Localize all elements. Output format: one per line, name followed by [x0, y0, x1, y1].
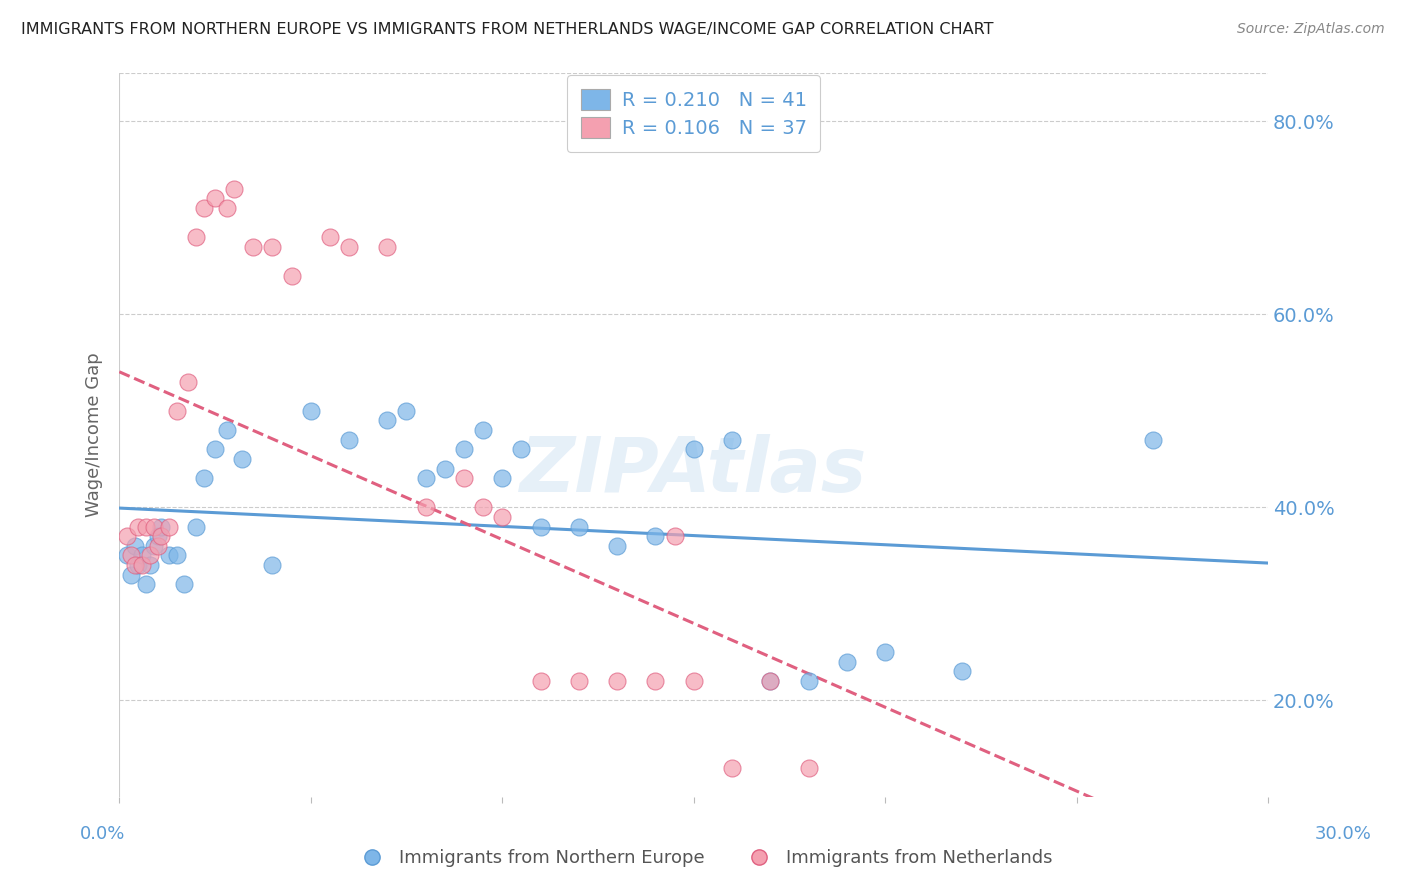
Point	[721, 761, 744, 775]
Point	[433, 461, 456, 475]
Point	[157, 519, 180, 533]
Point	[415, 471, 437, 485]
Point	[193, 471, 215, 485]
Text: IMMIGRANTS FROM NORTHERN EUROPE VS IMMIGRANTS FROM NETHERLANDS WAGE/INCOME GAP C: IMMIGRANTS FROM NORTHERN EUROPE VS IMMIG…	[21, 22, 994, 37]
Point	[135, 577, 157, 591]
Point	[337, 240, 360, 254]
Point	[472, 500, 495, 515]
Point	[759, 673, 782, 688]
Text: 30.0%: 30.0%	[1315, 825, 1371, 843]
Point	[204, 442, 226, 457]
Point	[120, 549, 142, 563]
Point	[491, 509, 513, 524]
Point	[568, 673, 591, 688]
Point	[606, 673, 628, 688]
Point	[721, 433, 744, 447]
Point	[472, 423, 495, 437]
Point	[127, 519, 149, 533]
Point	[184, 230, 207, 244]
Point	[127, 558, 149, 573]
Point	[797, 673, 820, 688]
Point	[115, 549, 138, 563]
Point	[146, 539, 169, 553]
Point	[319, 230, 342, 244]
Point	[204, 191, 226, 205]
Point	[262, 558, 284, 573]
Point	[375, 413, 398, 427]
Point	[124, 558, 146, 573]
Point	[150, 519, 173, 533]
Point	[950, 665, 973, 679]
Legend: Immigrants from Northern Europe, Immigrants from Netherlands: Immigrants from Northern Europe, Immigra…	[346, 842, 1060, 874]
Point	[131, 558, 153, 573]
Y-axis label: Wage/Income Gap: Wage/Income Gap	[86, 352, 103, 517]
Point	[146, 529, 169, 543]
Point	[664, 529, 686, 543]
Point	[120, 567, 142, 582]
Point	[150, 529, 173, 543]
Point	[184, 519, 207, 533]
Point	[280, 268, 302, 283]
Point	[177, 375, 200, 389]
Point	[215, 423, 238, 437]
Point	[231, 452, 253, 467]
Point	[166, 403, 188, 417]
Legend: R = 0.210   N = 41, R = 0.106   N = 37: R = 0.210 N = 41, R = 0.106 N = 37	[567, 76, 820, 152]
Point	[115, 529, 138, 543]
Point	[529, 519, 551, 533]
Point	[568, 519, 591, 533]
Point	[395, 403, 418, 417]
Point	[491, 471, 513, 485]
Point	[224, 182, 246, 196]
Point	[135, 519, 157, 533]
Point	[131, 549, 153, 563]
Point	[415, 500, 437, 515]
Text: 0.0%: 0.0%	[80, 825, 125, 843]
Point	[797, 761, 820, 775]
Point	[166, 549, 188, 563]
Point	[242, 240, 264, 254]
Text: Source: ZipAtlas.com: Source: ZipAtlas.com	[1237, 22, 1385, 37]
Point	[124, 539, 146, 553]
Point	[875, 645, 897, 659]
Point	[157, 549, 180, 563]
Point	[139, 558, 162, 573]
Point	[139, 549, 162, 563]
Point	[529, 673, 551, 688]
Point	[510, 442, 533, 457]
Point	[193, 201, 215, 215]
Point	[682, 673, 704, 688]
Point	[142, 539, 165, 553]
Point	[644, 673, 666, 688]
Point	[299, 403, 322, 417]
Point	[215, 201, 238, 215]
Point	[835, 655, 858, 669]
Point	[682, 442, 704, 457]
Point	[759, 673, 782, 688]
Point	[644, 529, 666, 543]
Point	[173, 577, 195, 591]
Point	[337, 433, 360, 447]
Point	[606, 539, 628, 553]
Point	[375, 240, 398, 254]
Point	[1142, 433, 1164, 447]
Point	[453, 471, 475, 485]
Point	[453, 442, 475, 457]
Point	[262, 240, 284, 254]
Point	[142, 519, 165, 533]
Text: ZIPAtlas: ZIPAtlas	[520, 434, 868, 508]
